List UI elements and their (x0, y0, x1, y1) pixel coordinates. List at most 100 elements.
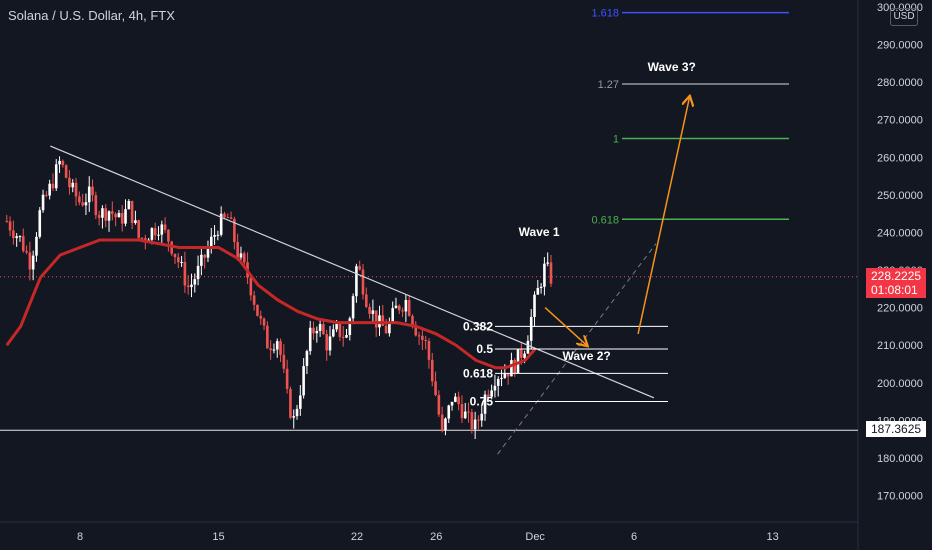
candle-body (427, 340, 431, 360)
candle-body (335, 323, 338, 330)
candle-body (460, 404, 464, 419)
candle-body (539, 286, 543, 288)
channel-line (497, 243, 657, 455)
candle-body (526, 340, 530, 354)
candle-body (190, 284, 193, 288)
candle-body (229, 217, 233, 219)
candle-body (457, 396, 460, 405)
candle-body (170, 241, 173, 254)
candle-body (447, 405, 451, 419)
candle-body (262, 318, 266, 326)
candle-body (78, 196, 81, 203)
candle-body (487, 394, 490, 397)
x-tick-label: Dec (525, 531, 545, 543)
candle-body (506, 373, 510, 377)
ticker-title: Solana / U.S. Dollar, 4h, FTX (8, 8, 175, 23)
candle-body (397, 305, 401, 311)
y-tick-label: 210.0000 (877, 340, 923, 352)
y-tick-label: 260.0000 (877, 152, 923, 164)
candle-body (74, 182, 78, 197)
candle-body (163, 224, 167, 230)
candle-body (213, 235, 216, 237)
candle-body (510, 360, 513, 377)
y-tick-label: 240.0000 (877, 227, 923, 239)
candle-body (31, 255, 35, 270)
candle-body (490, 390, 493, 397)
candle-body (5, 221, 9, 223)
candle-body (12, 230, 15, 239)
y-tick-label: 170.0000 (877, 491, 923, 503)
y-tick-label: 280.0000 (877, 77, 923, 89)
candle-body (35, 236, 38, 256)
candle-body (430, 359, 434, 382)
candle-body (361, 269, 365, 295)
candle-body (38, 210, 42, 237)
candle-body (196, 265, 200, 280)
candle-body (58, 160, 61, 165)
candle-body (348, 318, 352, 336)
candle-body (61, 160, 65, 166)
candle-body (117, 212, 121, 218)
candle-body (127, 200, 131, 210)
candle-body (84, 202, 88, 206)
candle-body (332, 329, 335, 337)
candle-body (533, 294, 536, 317)
fib-retracement-label: 0.75 (470, 395, 494, 409)
bar-countdown: 01:08:01 (871, 282, 918, 297)
candle-body (493, 385, 497, 391)
candle-body (101, 208, 104, 218)
candle-body (18, 236, 22, 238)
currency-button[interactable]: USD (890, 8, 918, 26)
candle-body (312, 327, 315, 334)
candles (5, 156, 553, 439)
candle-body (345, 335, 348, 338)
candle-body (242, 253, 246, 263)
candle-body (120, 212, 124, 224)
candle-body (209, 236, 213, 248)
candle-body (21, 236, 25, 251)
candle-body (318, 324, 322, 331)
candle-body (104, 208, 108, 221)
y-tick-label: 220.0000 (877, 303, 923, 315)
candle-body (351, 296, 355, 319)
candle-body (513, 360, 517, 374)
candle-body (71, 182, 75, 188)
x-tick-label: 22 (351, 531, 363, 543)
candle-body (374, 310, 378, 328)
candle-body (259, 315, 263, 319)
candle-body (64, 165, 68, 178)
candle-body (328, 336, 332, 351)
candle-body (483, 394, 487, 414)
candle-body (536, 287, 540, 295)
candle-body (275, 341, 279, 350)
candle-body (467, 411, 470, 413)
candle-body (111, 211, 114, 214)
wave-annotation: Wave 3? (648, 60, 696, 74)
candle-body (338, 323, 342, 337)
y-tick-label: 200.0000 (877, 378, 923, 390)
candle-body (94, 195, 98, 216)
candle-body (249, 277, 253, 296)
downtrend-line (50, 145, 655, 399)
candle-body (285, 368, 289, 389)
candle-body (124, 209, 127, 224)
candle-body (167, 229, 170, 242)
candle-body (51, 183, 55, 189)
candle-body (236, 242, 239, 258)
candle-body (299, 395, 302, 409)
candle-body (160, 224, 164, 235)
candle-body (15, 236, 18, 239)
x-tick-label: 6 (631, 531, 637, 543)
candle-body (48, 183, 51, 196)
candle-body (206, 247, 210, 258)
wave-annotation: Wave 2? (562, 349, 610, 363)
fib-retracement-label: 0.382 (463, 319, 493, 333)
candle-body (364, 294, 368, 307)
candle-body (305, 351, 309, 367)
candle-body (315, 330, 319, 334)
candle-body (68, 177, 71, 188)
candle-body (444, 418, 447, 431)
candle-body (450, 401, 454, 406)
candle-body (186, 285, 190, 288)
